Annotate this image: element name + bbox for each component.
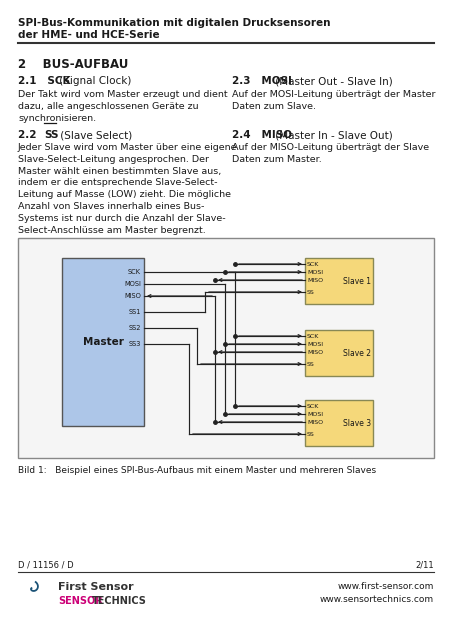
Text: Jeder Slave wird vom Master über eine eigene
Slave-Select-Leitung angesprochen. : Jeder Slave wird vom Master über eine ei… <box>18 143 237 235</box>
Text: Slave 3: Slave 3 <box>342 419 370 428</box>
Text: First Sensor: First Sensor <box>58 582 133 592</box>
Text: (Master Out - Slave In): (Master Out - Slave In) <box>272 76 392 86</box>
Text: 2.2: 2.2 <box>18 130 47 140</box>
Text: Auf der MOSI-Leitung überträgt der Master
Daten zum Slave.: Auf der MOSI-Leitung überträgt der Maste… <box>231 90 434 111</box>
Bar <box>304 258 372 304</box>
Text: Der Takt wird vom Master erzeugt und dient
dazu, alle angeschlossenen Geräte zu
: Der Takt wird vom Master erzeugt und die… <box>18 90 227 123</box>
Bar <box>62 258 144 426</box>
Text: MISO: MISO <box>306 278 322 282</box>
Text: Auf der MISO-Leitung überträgt der Slave
Daten zum Master.: Auf der MISO-Leitung überträgt der Slave… <box>231 143 428 164</box>
Text: SS: SS <box>44 130 58 140</box>
Text: SS2: SS2 <box>128 325 141 331</box>
Text: SS1: SS1 <box>129 309 141 315</box>
Text: SS3: SS3 <box>129 341 141 347</box>
Text: MOSI: MOSI <box>124 281 141 287</box>
Text: Slave 2: Slave 2 <box>342 349 370 358</box>
Text: TECHNICS: TECHNICS <box>92 596 147 606</box>
Text: MISO: MISO <box>124 293 141 299</box>
Text: SCK: SCK <box>306 333 319 339</box>
Text: MOSI: MOSI <box>306 342 322 346</box>
Text: Slave 1: Slave 1 <box>342 276 370 285</box>
Text: MOSI: MOSI <box>306 412 322 417</box>
Text: (Master In - Slave Out): (Master In - Slave Out) <box>272 130 392 140</box>
Text: SENSOR: SENSOR <box>58 596 102 606</box>
Text: 2.4   MISO: 2.4 MISO <box>231 130 291 140</box>
Text: www.sensortechnics.com: www.sensortechnics.com <box>319 595 433 604</box>
Text: MISO: MISO <box>306 349 322 355</box>
Text: 2/11: 2/11 <box>414 560 433 569</box>
Text: SCK: SCK <box>128 269 141 275</box>
Text: Bild 1:   Beispiel eines SPI-Bus-Aufbaus mit einem Master und mehreren Slaves: Bild 1: Beispiel eines SPI-Bus-Aufbaus m… <box>18 466 375 475</box>
Text: SS: SS <box>306 431 314 436</box>
Text: der HME- und HCE-Serie: der HME- und HCE-Serie <box>18 30 159 40</box>
Text: SCK: SCK <box>306 262 319 266</box>
Text: SPI-Bus-Kommunikation mit digitalen Drucksensoren: SPI-Bus-Kommunikation mit digitalen Druc… <box>18 18 330 28</box>
Text: (Signal Clock): (Signal Clock) <box>56 76 131 86</box>
Text: MISO: MISO <box>306 419 322 424</box>
Text: www.first-sensor.com: www.first-sensor.com <box>337 582 433 591</box>
Text: (Slave Select): (Slave Select) <box>57 130 132 140</box>
Bar <box>18 238 433 458</box>
Text: Master: Master <box>83 337 123 347</box>
Text: MOSI: MOSI <box>306 269 322 275</box>
Text: SCK: SCK <box>306 403 319 408</box>
Bar <box>304 400 372 446</box>
Text: SS: SS <box>306 289 314 294</box>
Text: 2.1   SCK: 2.1 SCK <box>18 76 70 86</box>
Text: 2    BUS-AUFBAU: 2 BUS-AUFBAU <box>18 58 128 71</box>
Bar <box>304 330 372 376</box>
Text: 2.3   MOSI: 2.3 MOSI <box>231 76 291 86</box>
Text: D / 11156 / D: D / 11156 / D <box>18 560 74 569</box>
Text: SS: SS <box>306 362 314 367</box>
